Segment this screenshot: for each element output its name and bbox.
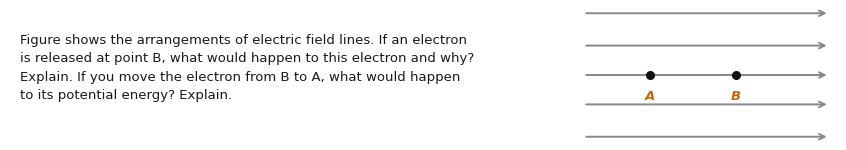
- Text: Figure shows the arrangements of electric field lines. If an electron
is release: Figure shows the arrangements of electri…: [19, 34, 474, 102]
- Text: A: A: [645, 90, 656, 103]
- Text: B: B: [731, 90, 741, 103]
